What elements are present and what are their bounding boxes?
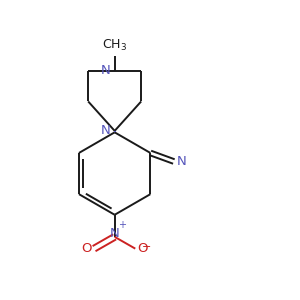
Text: +: + [118, 220, 126, 230]
Text: N: N [110, 227, 119, 240]
Text: O: O [82, 242, 92, 255]
Text: N: N [177, 155, 187, 168]
Text: N: N [101, 64, 111, 77]
Text: O: O [137, 242, 148, 255]
Text: −: − [142, 242, 152, 252]
Text: CH$_3$: CH$_3$ [102, 38, 127, 53]
Text: N: N [101, 124, 111, 137]
